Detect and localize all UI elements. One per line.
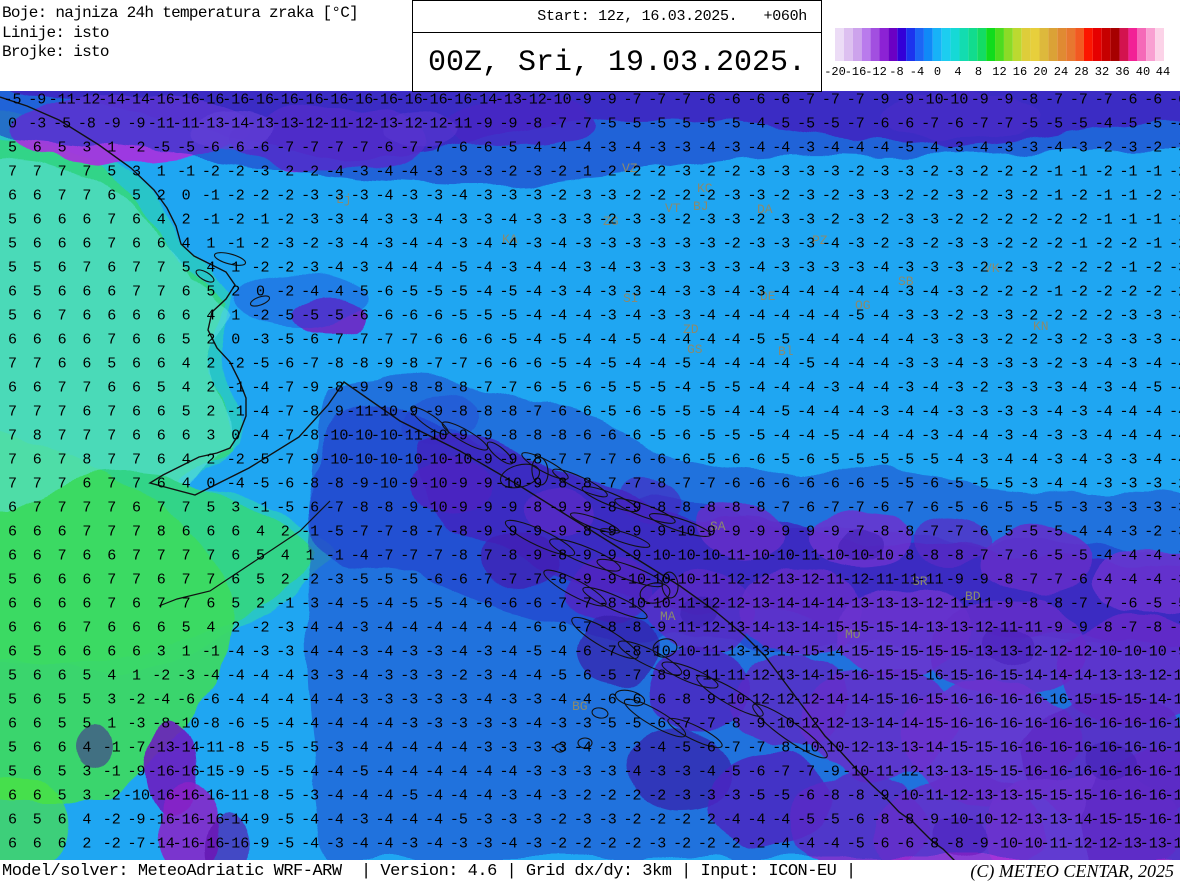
svg-text:-4: -4 [910, 65, 924, 79]
svg-text:4: 4 [954, 65, 961, 79]
svg-text:20: 20 [1033, 65, 1047, 79]
svg-text:36: 36 [1115, 65, 1129, 79]
svg-text:8: 8 [975, 65, 982, 79]
svg-text:0: 0 [934, 65, 941, 79]
svg-text:44: 44 [1156, 65, 1170, 79]
svg-text:-12: -12 [865, 65, 887, 79]
svg-text:28: 28 [1074, 65, 1088, 79]
svg-text:40: 40 [1136, 65, 1150, 79]
svg-text:12: 12 [992, 65, 1006, 79]
svg-text:-20: -20 [824, 65, 846, 79]
svg-text:-8: -8 [889, 65, 903, 79]
svg-text:16: 16 [1013, 65, 1027, 79]
svg-text:24: 24 [1054, 65, 1068, 79]
svg-text:-16: -16 [845, 65, 867, 79]
svg-text:32: 32 [1095, 65, 1109, 79]
